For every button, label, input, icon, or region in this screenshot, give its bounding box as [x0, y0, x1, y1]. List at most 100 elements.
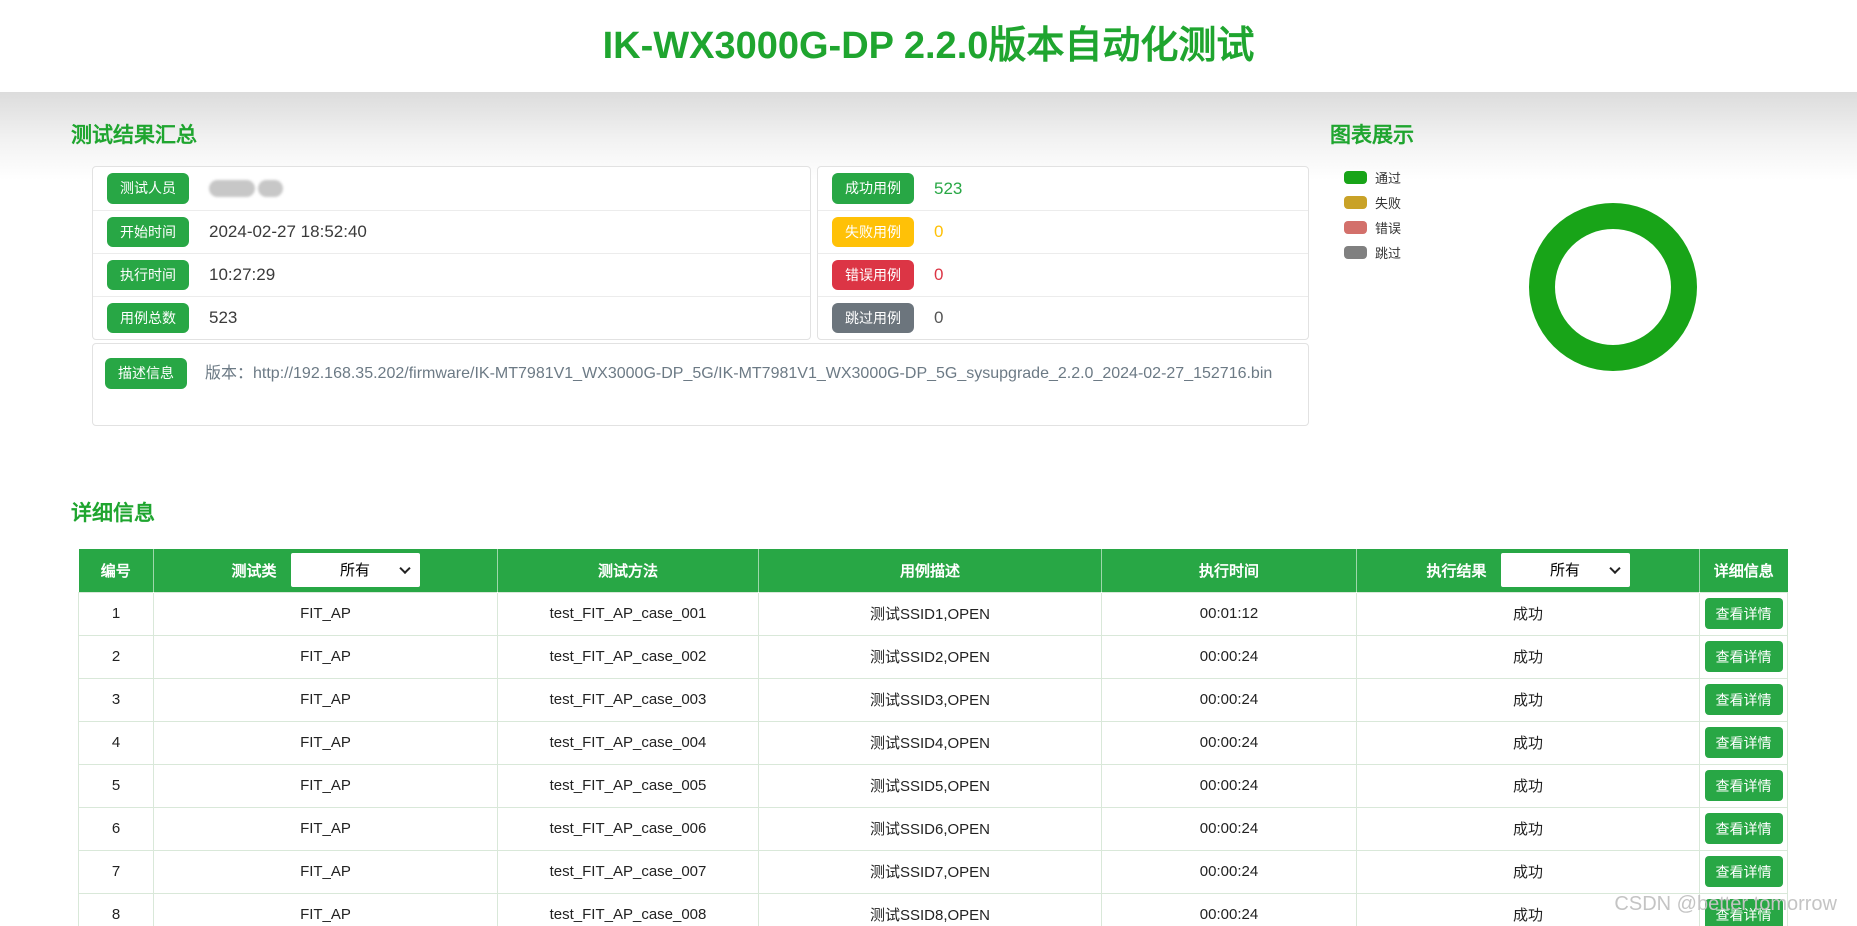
cell-result: 成功: [1356, 591, 1700, 636]
cell-class: FIT_AP: [153, 634, 498, 679]
legend-swatch: [1344, 196, 1367, 209]
legend-swatch: [1344, 246, 1367, 259]
summary-row: 开始时间 2024-02-27 18:52:40: [93, 210, 810, 253]
cell-result: 成功: [1356, 677, 1700, 722]
legend-label: 跳过: [1375, 246, 1402, 261]
cell-time: 00:00:24: [1101, 677, 1357, 722]
summary-value: 10:27:29: [209, 265, 276, 284]
summary-value: 0: [934, 265, 944, 284]
chart-legend: 通过 失败 错误 跳过: [1344, 165, 1401, 265]
watermark: CSDN @better tomorrow: [1614, 893, 1837, 915]
legend-label: 失败: [1375, 196, 1402, 211]
cell-detail: 查看详情: [1699, 763, 1788, 808]
view-detail-button[interactable]: 查看详情: [1704, 813, 1783, 844]
cell-detail: 查看详情: [1699, 892, 1788, 926]
details-heading: 详细信息: [71, 502, 155, 525]
cell-method: test_FIT_AP_case_005: [497, 763, 759, 808]
cell-class: FIT_AP: [153, 806, 498, 851]
details-table: 编号 测试类 所有 测试方法 用例描述 执行时间: [78, 549, 1788, 926]
cell-method: test_FIT_AP_case_006: [497, 806, 759, 851]
summary-label-badge: 测试人员: [107, 173, 189, 204]
cell-class: FIT_AP: [153, 849, 498, 894]
cell-result: 成功: [1356, 634, 1700, 679]
view-detail-button[interactable]: 查看详情: [1704, 641, 1783, 672]
col-header-method: 测试方法: [497, 549, 759, 592]
cell-detail: 查看详情: [1699, 806, 1788, 851]
view-detail-button[interactable]: 查看详情: [1704, 856, 1783, 887]
summary-row: 跳过用例 0: [818, 296, 1308, 339]
cell-desc: 测试SSID6,OPEN: [758, 806, 1102, 851]
cell-class: FIT_AP: [153, 763, 498, 808]
cell-time: 00:00:24: [1101, 634, 1357, 679]
summary-value: 0: [934, 222, 944, 241]
summary-left-table: 测试人员 开始时间 2024-02-27 18:52:40 执行时间 10:27…: [92, 166, 811, 340]
cell-time: 00:00:24: [1101, 849, 1357, 894]
cell-detail: 查看详情: [1699, 591, 1788, 636]
summary-row: 成功用例 523: [818, 167, 1308, 210]
legend-label: 通过: [1375, 171, 1402, 186]
view-detail-button[interactable]: 查看详情: [1704, 770, 1783, 801]
summary-row: 测试人员: [93, 167, 810, 210]
pass-donut-chart: [1529, 203, 1697, 371]
description-value: 版本：http://192.168.35.202/firmware/IK-MT7…: [205, 365, 1273, 382]
col-header-exec-time: 执行时间: [1101, 549, 1357, 592]
cell-result: 成功: [1356, 849, 1700, 894]
table-row: 7 FIT_AP test_FIT_AP_case_007 测试SSID7,OP…: [78, 849, 1788, 894]
col-header-detail: 详细信息: [1699, 549, 1788, 592]
cell-class: FIT_AP: [153, 591, 498, 636]
summary-value: 0: [934, 308, 944, 327]
cell-no: 6: [78, 806, 154, 851]
legend-item: 错误: [1344, 215, 1401, 240]
cell-no: 4: [78, 720, 154, 765]
cell-detail: 查看详情: [1699, 677, 1788, 722]
cell-no: 3: [78, 677, 154, 722]
page-title: IK-WX3000G-DP 2.2.0版本自动化测试: [602, 25, 1255, 67]
cell-desc: 测试SSID4,OPEN: [758, 720, 1102, 765]
col-header-case-desc: 用例描述: [758, 549, 1102, 592]
cell-desc: 测试SSID1,OPEN: [758, 591, 1102, 636]
col-header-result: 执行结果 所有: [1356, 549, 1700, 592]
summary-label-badge: 失败用例: [832, 216, 914, 248]
cell-class: FIT_AP: [153, 720, 498, 765]
col-header-class: 测试类 所有: [153, 549, 498, 592]
summary-value: 523: [934, 178, 963, 198]
summary-label-badge: 跳过用例: [832, 302, 914, 334]
summary-row: 错误用例 0: [818, 253, 1308, 296]
cell-method: test_FIT_AP_case_003: [497, 677, 759, 722]
view-detail-button[interactable]: 查看详情: [1704, 899, 1783, 926]
cell-class: FIT_AP: [153, 677, 498, 722]
cell-result: 成功: [1356, 720, 1700, 765]
class-filter-select[interactable]: 所有: [290, 553, 420, 588]
cell-time: 00:00:24: [1101, 763, 1357, 808]
view-detail-button[interactable]: 查看详情: [1704, 598, 1783, 629]
legend-swatch: [1344, 221, 1367, 234]
cell-detail: 查看详情: [1699, 849, 1788, 894]
summary-row: 失败用例 0: [818, 210, 1308, 253]
cell-class: FIT_AP: [153, 892, 498, 926]
legend-label: 错误: [1375, 221, 1402, 236]
cell-method: test_FIT_AP_case_008: [497, 892, 759, 926]
cell-time: 00:00:24: [1101, 892, 1357, 926]
cell-desc: 测试SSID3,OPEN: [758, 677, 1102, 722]
details-table-header-row: 编号 测试类 所有 测试方法 用例描述 执行时间: [78, 549, 1788, 592]
result-filter-select[interactable]: 所有: [1500, 553, 1630, 588]
cell-method: test_FIT_AP_case_001: [497, 591, 759, 636]
view-detail-button[interactable]: 查看详情: [1704, 727, 1783, 758]
view-detail-button[interactable]: 查看详情: [1704, 684, 1783, 715]
summary-right-table: 成功用例 523 失败用例 0 错误用例 0 跳过用例 0: [817, 166, 1309, 340]
summary-row: 执行时间 10:27:29: [93, 253, 810, 296]
table-row: 2 FIT_AP test_FIT_AP_case_002 测试SSID2,OP…: [78, 634, 1788, 679]
cell-result: 成功: [1356, 892, 1700, 926]
table-row: 8 FIT_AP test_FIT_AP_case_008 测试SSID8,OP…: [78, 892, 1788, 926]
cell-desc: 测试SSID2,OPEN: [758, 634, 1102, 679]
cell-method: test_FIT_AP_case_004: [497, 720, 759, 765]
table-row: 4 FIT_AP test_FIT_AP_case_004 测试SSID4,OP…: [78, 720, 1788, 765]
table-row: 5 FIT_AP test_FIT_AP_case_005 测试SSID5,OP…: [78, 763, 1788, 808]
redacted-value: [209, 179, 283, 198]
summary-value: 2024-02-27 18:52:40: [209, 222, 367, 241]
description-label-badge: 描述信息: [105, 358, 187, 390]
cell-result: 成功: [1356, 806, 1700, 851]
summary-label-badge: 用例总数: [107, 302, 189, 334]
summary-heading: 测试结果汇总: [71, 124, 197, 147]
